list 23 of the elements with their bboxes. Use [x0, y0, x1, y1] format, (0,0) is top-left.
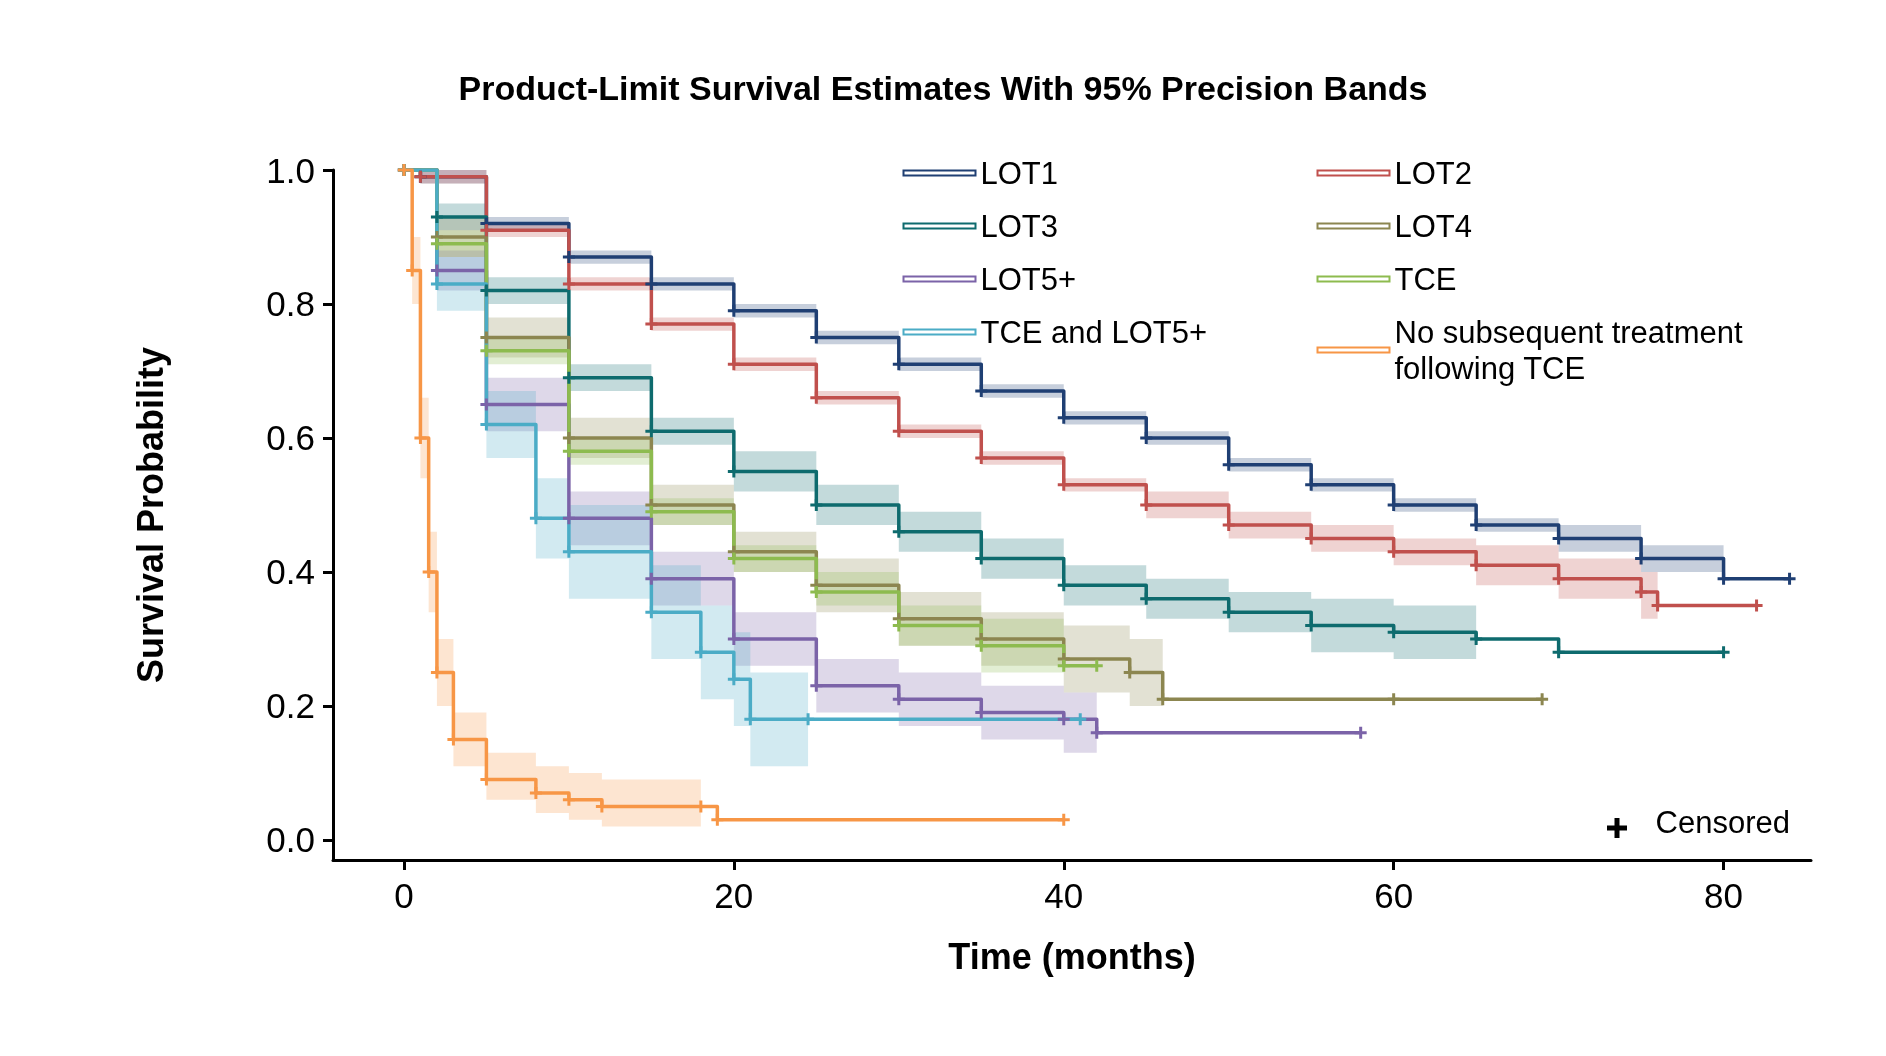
x-tick-label: 80 — [1704, 876, 1744, 915]
legend-label: TCE and LOT5+ — [980, 314, 1208, 350]
y-tick-label: 0.0 — [266, 820, 315, 860]
x-axis-title: Time (months) — [948, 935, 1196, 977]
legend-label: No subsequent treatment following TCE — [1394, 314, 1752, 386]
y-tick-label: 0.8 — [266, 284, 315, 324]
chart-title: Product-Limit Survival Estimates With 95% Precision Bands — [458, 69, 1428, 107]
x-tick-label: 20 — [714, 876, 754, 915]
y-tick-label: 1.0 — [266, 150, 315, 190]
x-tick-label: 0 — [394, 876, 414, 915]
legend-label: TCE — [1394, 261, 1457, 297]
y-tick-label: 0.4 — [266, 552, 315, 592]
x-tick-label: 60 — [1374, 876, 1414, 915]
y-axis-title: Survival Probability — [129, 346, 171, 684]
x-tick-label: 40 — [1044, 876, 1084, 915]
legend-label: LOT5+ — [980, 261, 1077, 297]
legend-label: LOT2 — [1394, 155, 1473, 191]
y-tick-label: 0.2 — [266, 686, 315, 726]
legend-label: LOT1 — [980, 155, 1059, 191]
y-tick-label: 0.6 — [266, 418, 315, 458]
annotation: Censored — [1655, 805, 1791, 840]
legend-label: LOT3 — [980, 208, 1059, 244]
legend-label: LOT4 — [1394, 208, 1473, 244]
